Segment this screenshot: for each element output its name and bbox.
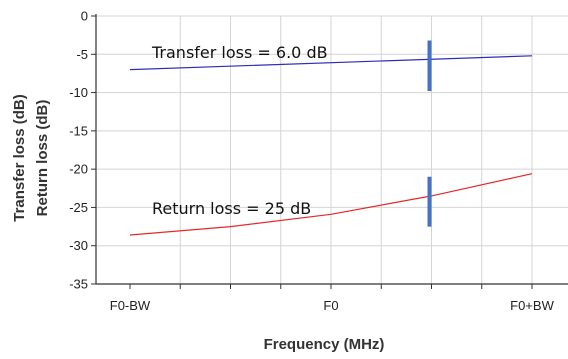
x-tick-label: F0+BW	[510, 298, 554, 313]
x-tick-label: F0-BW	[110, 298, 151, 313]
series	[129, 55, 533, 236]
y-tick-label: -35	[69, 277, 88, 292]
series-line-transfer	[129, 55, 533, 71]
y-tick-label: 0	[81, 9, 88, 24]
annotation-return-loss: Return loss = 25 dB	[152, 199, 311, 218]
x-axis-title: Frequency (MHz)	[264, 336, 385, 353]
annotation-transfer-loss: Transfer loss = 6.0 dB	[151, 43, 328, 62]
y-tick-label: -10	[69, 85, 88, 100]
y-tick-label: -25	[69, 200, 88, 215]
y-axis-title-line-1: Transfer loss (dB)	[11, 94, 28, 222]
x-tick-label: F0	[323, 298, 338, 313]
tick-labels: 0 -5 -10 -15 -20 -25 -30 -35 F0-BW F0 F0+BW	[69, 9, 554, 314]
axes	[91, 14, 568, 289]
series-line-return	[129, 173, 533, 236]
y-tick-label: -30	[69, 238, 88, 253]
y-tick-label: -5	[76, 47, 88, 62]
y-axis-title-line-2: Return loss (dB)	[34, 100, 51, 217]
y-tick-label: -15	[69, 123, 88, 138]
y-tick-label: -20	[69, 162, 88, 177]
